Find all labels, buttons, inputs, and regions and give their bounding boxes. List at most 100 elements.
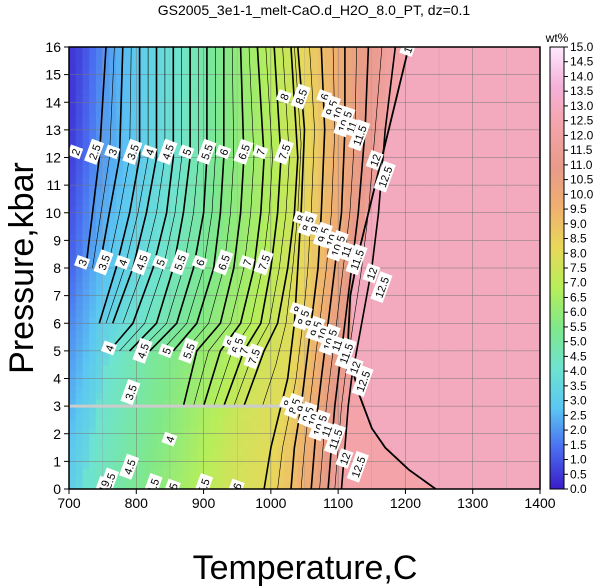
heatmap-cell bbox=[418, 178, 427, 186]
heatmap-cell bbox=[291, 164, 299, 172]
heatmap-cell bbox=[136, 157, 144, 166]
heatmap-cell bbox=[519, 426, 528, 435]
heatmap-cell bbox=[398, 116, 407, 124]
heatmap-cell bbox=[513, 288, 521, 297]
heatmap-cell bbox=[75, 274, 84, 283]
contour-label-text: 4.5 bbox=[146, 477, 163, 495]
heatmap-cell bbox=[391, 261, 400, 269]
heatmap-cell bbox=[526, 461, 534, 469]
heatmap-cell bbox=[492, 109, 501, 117]
heatmap-cell bbox=[82, 247, 90, 255]
heatmap-cell bbox=[196, 67, 205, 76]
heatmap-cell bbox=[270, 350, 279, 359]
heatmap-cell bbox=[237, 392, 245, 400]
heatmap-cell bbox=[486, 247, 494, 255]
heatmap-cell bbox=[217, 47, 225, 55]
heatmap-cell bbox=[459, 392, 467, 400]
heatmap-cell bbox=[479, 233, 487, 241]
heatmap-cell bbox=[533, 392, 540, 400]
heatmap-cell bbox=[304, 378, 312, 387]
heatmap-cell bbox=[371, 371, 380, 380]
heatmap-cell bbox=[89, 295, 97, 304]
heatmap-cell bbox=[412, 136, 420, 145]
heatmap-cell bbox=[136, 185, 144, 193]
heatmap-cell bbox=[486, 212, 494, 221]
heatmap-cell bbox=[317, 164, 326, 172]
heatmap-cell bbox=[82, 392, 90, 400]
heatmap-cell bbox=[82, 309, 90, 317]
heatmap-cell bbox=[270, 226, 279, 235]
heatmap-cell bbox=[465, 129, 474, 138]
heatmap-cell bbox=[183, 240, 191, 248]
heatmap-cell bbox=[183, 302, 191, 311]
heatmap-cell bbox=[75, 185, 84, 193]
heatmap-cell bbox=[230, 53, 238, 62]
heatmap-cell bbox=[250, 185, 258, 193]
heatmap-cell bbox=[243, 268, 252, 276]
heatmap-cell bbox=[176, 109, 184, 117]
heatmap-cell bbox=[385, 233, 393, 241]
heatmap-cell bbox=[519, 274, 528, 283]
heatmap-cell bbox=[277, 53, 285, 62]
heatmap-cell bbox=[304, 295, 312, 304]
heatmap-cell bbox=[439, 122, 447, 131]
heatmap-cell bbox=[526, 475, 534, 483]
heatmap-cell bbox=[391, 440, 400, 449]
heatmap-cell bbox=[412, 433, 420, 442]
heatmap-cell bbox=[331, 288, 339, 297]
heatmap-cell bbox=[324, 254, 333, 262]
heatmap-cell bbox=[196, 419, 205, 428]
heatmap-cell bbox=[378, 447, 386, 456]
heatmap-cell bbox=[311, 116, 319, 124]
heatmap-cell bbox=[533, 419, 540, 428]
heatmap-cell bbox=[196, 461, 205, 469]
heatmap-cell bbox=[223, 406, 232, 414]
heatmap-cell bbox=[223, 171, 232, 179]
heatmap-cell bbox=[506, 171, 514, 179]
heatmap-cell bbox=[217, 185, 225, 193]
heatmap-cell bbox=[338, 136, 346, 145]
heatmap-cell bbox=[223, 316, 232, 324]
heatmap-cell bbox=[129, 309, 137, 317]
heatmap-cell bbox=[324, 274, 333, 283]
heatmap-cell bbox=[264, 109, 272, 117]
heatmap-cell bbox=[465, 198, 474, 207]
heatmap-cell bbox=[210, 157, 218, 166]
heatmap-cell bbox=[526, 302, 534, 311]
heatmap-cell bbox=[304, 67, 312, 76]
heatmap-cell bbox=[143, 468, 151, 476]
heatmap-cell bbox=[425, 116, 433, 124]
heatmap-cell bbox=[75, 143, 84, 152]
heatmap-cell bbox=[432, 433, 440, 442]
heatmap-cell bbox=[499, 185, 507, 193]
heatmap-cell bbox=[412, 164, 420, 172]
contour-label-text: 4 bbox=[164, 435, 177, 445]
heatmap-cell bbox=[277, 219, 285, 228]
heatmap-cell bbox=[439, 468, 447, 476]
contour-label-bg bbox=[297, 401, 318, 428]
heatmap-cell bbox=[519, 406, 528, 414]
heatmap-cell bbox=[412, 343, 420, 352]
heatmap-cell bbox=[317, 406, 326, 414]
contour-label: 8.5 bbox=[290, 83, 311, 110]
heatmap-cell bbox=[82, 205, 90, 214]
heatmap-cell bbox=[190, 482, 198, 489]
heatmap-cell bbox=[445, 468, 454, 476]
heatmap-cell bbox=[291, 454, 299, 462]
heatmap-cell bbox=[149, 212, 158, 221]
heatmap-cell bbox=[338, 440, 346, 449]
heatmap-cell bbox=[190, 81, 198, 90]
heatmap-cell bbox=[445, 136, 454, 145]
heatmap-cell bbox=[143, 240, 151, 248]
heatmap-cell bbox=[331, 461, 339, 469]
heatmap-cell bbox=[223, 274, 232, 283]
heatmap-cell bbox=[432, 337, 440, 345]
heatmap-cell bbox=[479, 150, 487, 159]
heatmap-cell bbox=[425, 157, 433, 166]
heatmap-cell bbox=[163, 288, 171, 297]
heatmap-cell bbox=[317, 136, 326, 145]
heatmap-cell bbox=[230, 88, 238, 96]
heatmap-cell bbox=[102, 323, 110, 331]
heatmap-cell bbox=[513, 323, 521, 331]
heatmap-cell bbox=[250, 316, 258, 324]
